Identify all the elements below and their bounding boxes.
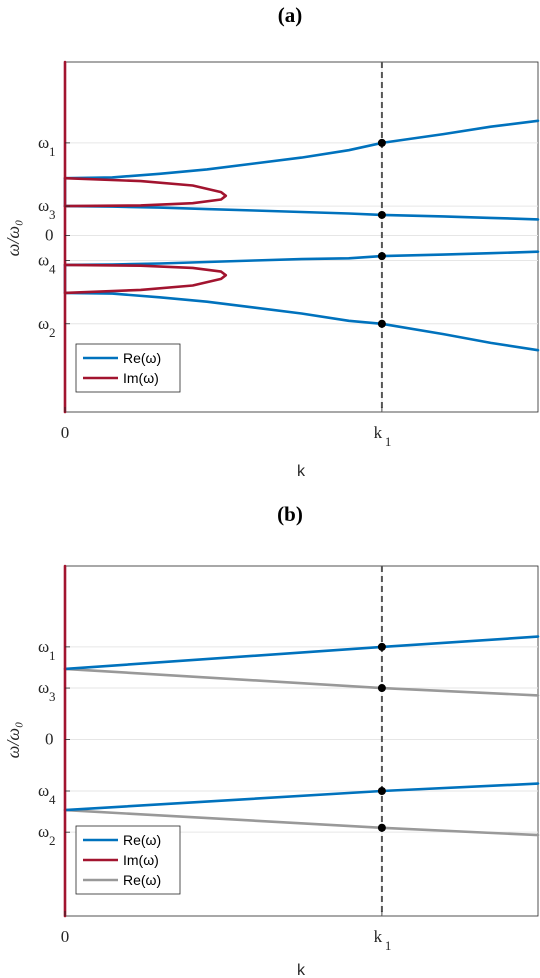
panel-a-series [63,60,540,414]
legend-label-0: Re(ω) [123,350,161,366]
legend-label-0: Re(ω) [123,832,161,848]
y-tick-label-3: ω [38,781,49,800]
series-line-1 [63,204,540,221]
y-tick-label-0: ω [38,637,49,656]
panel-a-markers [377,138,386,328]
panel-b-legend: Re(ω) Im(ω) Re(ω) [75,825,181,895]
y-tick-subscript-0: 1 [49,144,56,159]
x-tick-label-0: 0 [61,423,70,442]
x-tick-subscript-1: 1 [385,434,392,449]
marker-point-3 [377,319,386,328]
series-line-2 [63,250,540,267]
panel-b-yticks: ω 1ω 30ω 4ω 2 [38,637,70,848]
series-line-0 [63,119,540,180]
panel-a-xlabel: k [296,463,306,481]
panel-b-ylabel: ω/ω₀ [3,722,23,759]
x-tick-subscript-1: 1 [385,938,392,953]
marker-point-3 [377,823,386,832]
legend-box [75,343,181,393]
y-tick-label-2: 0 [45,730,54,749]
series-line-3 [63,291,540,352]
y-tick-subscript-1: 3 [49,689,56,704]
y-tick-label-2: 0 [45,226,54,245]
y-tick-label-1: ω [38,196,49,215]
panel-b-markers [377,642,386,832]
y-tick-label-4: ω [38,822,49,841]
x-tick-label-1: k [374,927,383,946]
marker-point-0 [377,642,386,651]
y-tick-subscript-4: 2 [49,833,56,848]
x-tick-label-0: 0 [61,927,70,946]
marker-point-2 [377,252,386,261]
y-tick-subscript-3: 4 [49,792,56,807]
y-tick-subscript-1: 3 [49,207,56,222]
panel-b-title: (b) [277,502,303,526]
panel-a-legend: Re(ω) Im(ω) [75,343,181,393]
y-tick-subscript-4: 2 [49,325,56,340]
y-tick-label-4: ω [38,314,49,333]
y-tick-subscript-3: 4 [49,262,56,277]
series-line-6 [63,176,228,208]
y-tick-label-3: ω [38,251,49,270]
marker-point-0 [377,138,386,147]
panel-a-title: (a) [278,3,303,27]
legend-label-1: Im(ω) [123,852,159,868]
marker-point-1 [377,684,386,693]
marker-point-1 [377,210,386,219]
panel-a-yticks: ω 1ω 30ω 4ω 2 [38,133,70,340]
y-tick-subscript-0: 1 [49,648,56,663]
legend-label-1: Im(ω) [123,370,159,386]
x-tick-label-1: k [374,423,383,442]
y-tick-label-0: ω [38,133,49,152]
marker-point-2 [377,787,386,795]
panel-a-ylabel: ω/ω₀ [3,220,23,257]
panel-b-xlabel: k [296,962,306,978]
series-line-7 [63,263,228,295]
y-tick-label-1: ω [38,678,49,697]
legend-label-2: Re(ω) [123,872,161,888]
